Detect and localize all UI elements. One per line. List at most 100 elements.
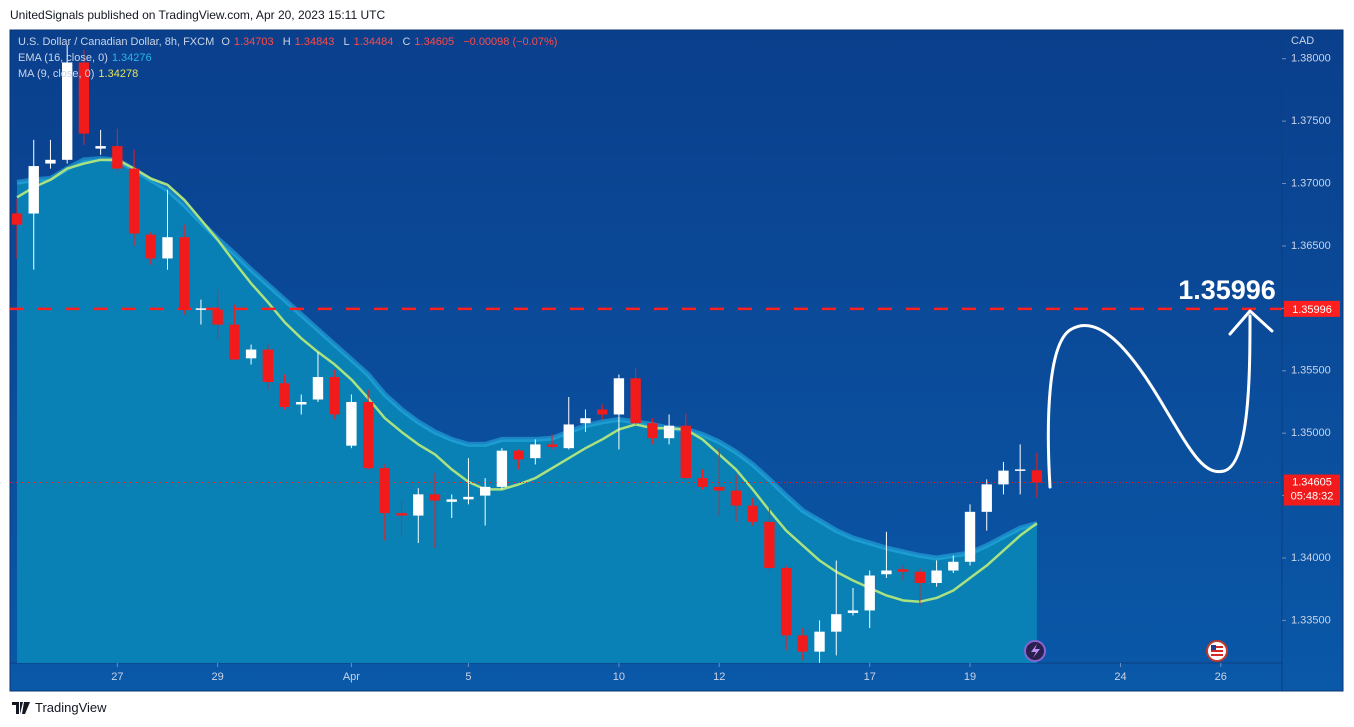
event-icon: [1024, 640, 1046, 662]
candle-layer: [11, 44, 1043, 663]
y-tick-label: 1.35500: [1291, 365, 1331, 377]
candle-body: [45, 159, 56, 164]
price-label: 1.34605: [1292, 476, 1332, 488]
candle-body: [396, 513, 407, 516]
ohlc-label: C: [402, 36, 411, 48]
ohlc-label: H: [282, 36, 291, 48]
countdown: 05:48:32: [1291, 490, 1334, 502]
candle-body: [897, 569, 909, 572]
currency-label: CAD: [1291, 35, 1314, 47]
annotation: 1.35996: [1178, 275, 1276, 305]
candle-body: [780, 568, 792, 636]
ohlc-value: 1.34605: [414, 36, 455, 48]
candle-body: [697, 478, 708, 487]
candle-body: [981, 484, 992, 512]
flag-icon: [1206, 640, 1228, 662]
x-tick-label: 29: [212, 671, 224, 683]
x-tick-label: 17: [864, 671, 876, 683]
y-tick-label: 1.36500: [1291, 240, 1331, 252]
candle-body: [948, 561, 959, 571]
change: −0.00098 (−0.07%): [463, 36, 558, 48]
x-tick-label: Apr: [343, 671, 360, 683]
x-tick-label: 26: [1215, 671, 1227, 683]
y-tick-label: 1.34000: [1291, 552, 1331, 564]
legend-value: 1.34276: [111, 52, 152, 64]
candle-body: [513, 450, 524, 460]
x-tick-label: 12: [713, 671, 725, 683]
candle-body: [730, 490, 742, 506]
y-tick-label: 1.38000: [1291, 53, 1331, 65]
candle-body: [613, 378, 625, 415]
y-tick-label: 1.37500: [1291, 115, 1331, 127]
candle-body: [580, 418, 591, 424]
candle-body: [95, 146, 106, 149]
candle-body: [1014, 469, 1026, 471]
legend-value: 1.34278: [98, 68, 139, 80]
candle-body: [630, 378, 641, 424]
candle-body: [78, 62, 90, 134]
symbol: U.S. Dollar / Canadian Dollar, 8h, FXCM: [18, 36, 215, 48]
candle-body: [864, 575, 875, 611]
y-tick-label: 1.37000: [1291, 177, 1331, 189]
level-label: 1.35996: [1292, 304, 1332, 316]
candle-body: [496, 450, 508, 487]
candle-body: [11, 213, 23, 225]
candle-body: [112, 146, 123, 169]
candle-body: [831, 614, 842, 632]
candle-body: [195, 308, 207, 310]
candle-body: [663, 425, 675, 439]
candle-body: [931, 570, 942, 583]
candle-body: [229, 324, 240, 360]
candle-body: [446, 499, 457, 502]
candle-body: [245, 349, 257, 359]
candle-body: [847, 610, 859, 613]
candle-body: [881, 570, 892, 575]
ema-area: [17, 158, 1037, 664]
arrow-head: [1228, 309, 1274, 336]
candle-body: [61, 62, 73, 160]
candle-body: [212, 309, 223, 325]
price-box: [1284, 474, 1340, 506]
logo: [12, 701, 30, 714]
candle-body: [28, 166, 39, 214]
y-tick-label: 1.33500: [1291, 614, 1331, 626]
candle-body: [764, 521, 775, 569]
legend-ohlc: U.S. Dollar / Canadian Dollar, 8h, FXCM …: [18, 34, 563, 50]
candle-body: [479, 486, 491, 496]
legend-name: EMA (16, close, 0): [18, 52, 108, 64]
footer: TradingView: [12, 700, 107, 715]
x-tick-label: 19: [964, 671, 976, 683]
candle-body: [647, 423, 658, 439]
y-tick-label: 1.35000: [1291, 427, 1331, 439]
brand: TradingView: [35, 700, 107, 715]
candle-body: [128, 168, 140, 234]
ema-line: [16, 156, 1038, 561]
candle-body: [680, 425, 691, 479]
candle-body: [563, 424, 574, 449]
candle-body: [362, 401, 374, 469]
candle-body: [998, 470, 1009, 485]
drawn-arrow: [1046, 314, 1252, 489]
candle-body: [179, 237, 190, 310]
legend-ema: EMA (16, close, 0) 1.34276: [18, 50, 563, 66]
candle-body: [413, 494, 424, 516]
candle-body: [530, 444, 541, 459]
candle-body: [747, 505, 758, 522]
legend-ma: MA (9, close, 0) 1.34278: [18, 66, 563, 82]
candle-body: [1031, 470, 1043, 483]
candle-body: [329, 377, 340, 415]
candle-body: [797, 635, 809, 652]
x-tick-label: 27: [111, 671, 123, 683]
candle-body: [279, 383, 290, 407]
candle-body: [262, 349, 273, 383]
ohlc-value: 1.34703: [233, 36, 274, 48]
candle-body: [296, 401, 307, 405]
legend-name: MA (9, close, 0): [18, 68, 95, 80]
candle-body: [312, 377, 324, 400]
ohlc-label: L: [343, 36, 350, 48]
ohlc-value: 1.34843: [294, 36, 335, 48]
x-tick-label: 5: [465, 671, 471, 683]
candle-body: [546, 444, 558, 447]
